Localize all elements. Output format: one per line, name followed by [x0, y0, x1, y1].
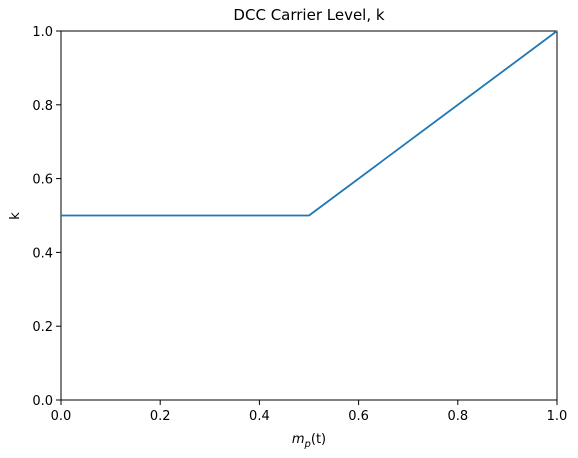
- y-tick-label: 1.0: [32, 25, 53, 40]
- x-axis-label: mp(t): [292, 432, 326, 450]
- x-tick-label: 1.0: [547, 409, 568, 424]
- y-axis-label: k: [8, 212, 23, 220]
- x-axis-label-suffix: (t): [311, 432, 326, 447]
- x-tick-label: 0.8: [447, 409, 468, 424]
- y-tick-label: 0.2: [32, 320, 53, 335]
- y-tick-label: 0.8: [32, 99, 53, 114]
- y-tick-label: 0.0: [32, 394, 53, 409]
- y-tick-label: 0.6: [32, 173, 53, 188]
- x-tick-label: 0.0: [51, 409, 72, 424]
- x-tick-label: 0.4: [249, 409, 270, 424]
- y-tick-label: 0.4: [32, 246, 53, 261]
- series-line-0: [61, 31, 557, 216]
- x-axis-label-base: m: [292, 432, 305, 447]
- x-tick-label: 0.6: [348, 409, 369, 424]
- x-axis-ticks: 0.0 0.2 0.4 0.6 0.8 1.0: [51, 400, 568, 424]
- y-axis-ticks: 0.0 0.2 0.4 0.6 0.8 1.0: [32, 25, 61, 409]
- x-tick-label: 0.2: [150, 409, 171, 424]
- chart-title: DCC Carrier Level, k: [233, 6, 384, 24]
- series-layer: [61, 31, 557, 216]
- x-axis-label-subscript: p: [304, 439, 311, 450]
